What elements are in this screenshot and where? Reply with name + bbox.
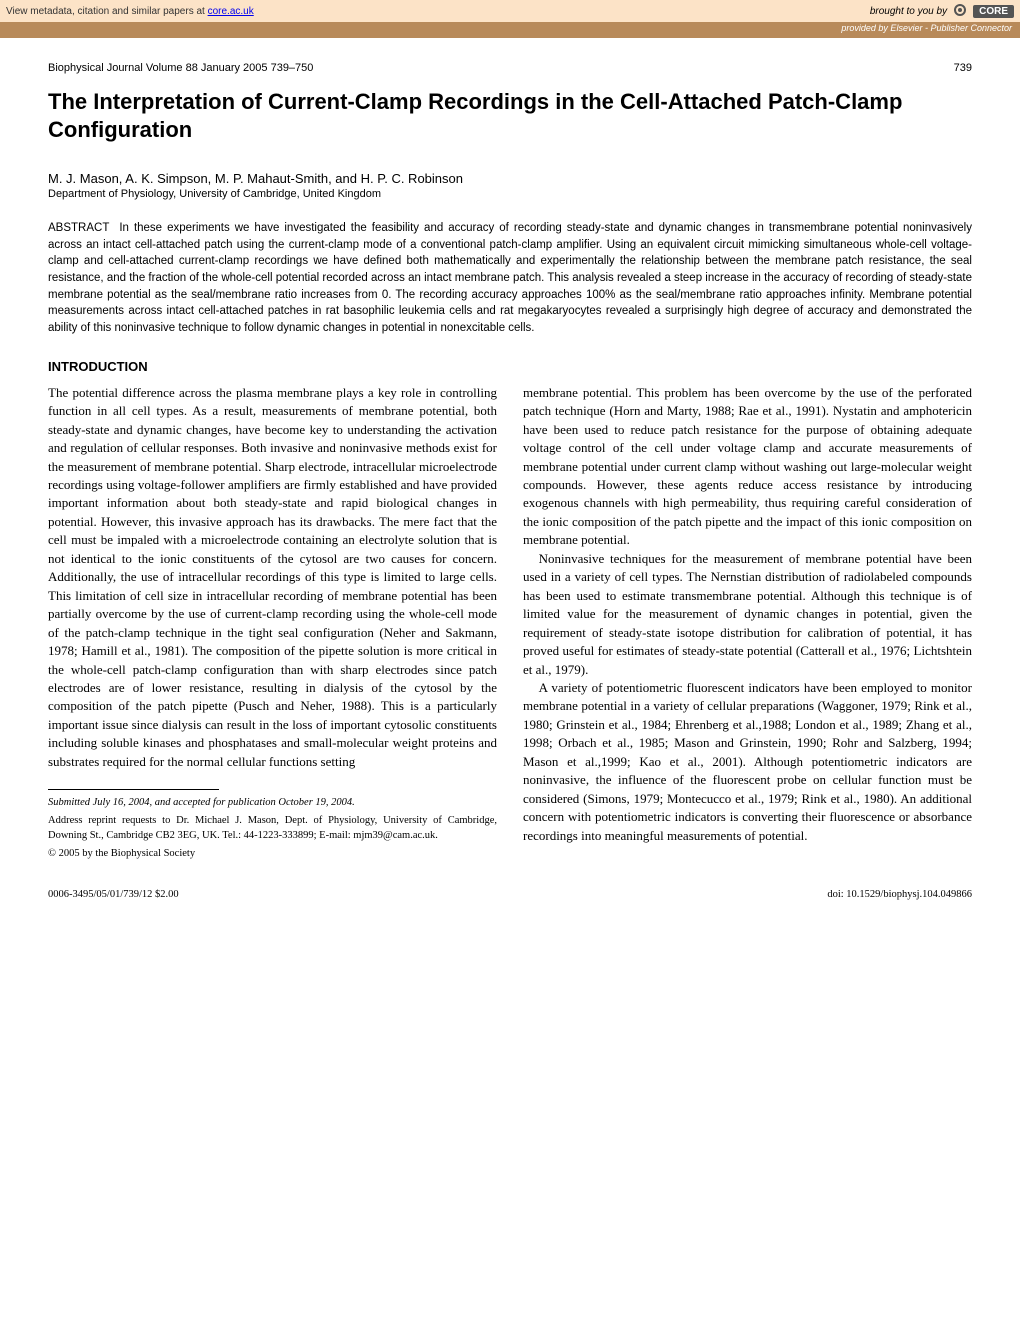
core-logo[interactable]: CORE — [973, 5, 1014, 18]
introduction-heading: INTRODUCTION — [48, 359, 972, 374]
body-p4: A variety of potentiometric fluorescent … — [523, 679, 972, 845]
footer-block: Submitted July 16, 2004, and accepted fo… — [48, 789, 497, 861]
issn-line: 0006-3495/05/01/739/12 $2.00 — [48, 889, 179, 900]
core-icon — [953, 3, 967, 20]
journal-citation: Biophysical Journal Volume 88 January 20… — [48, 62, 313, 74]
core-link[interactable]: core.ac.uk — [208, 6, 254, 17]
banner-right: brought to you by CORE — [870, 3, 1014, 20]
banner-left-prefix: View metadata, citation and similar pape… — [6, 6, 208, 17]
body-columns: The potential difference across the plas… — [48, 384, 972, 861]
article-title: The Interpretation of Current-Clamp Reco… — [48, 88, 972, 143]
page-content: Biophysical Journal Volume 88 January 20… — [0, 38, 1020, 885]
reprint-line: Address reprint requests to Dr. Michael … — [48, 814, 497, 842]
body-p1: The potential difference across the plas… — [48, 384, 497, 772]
provider-banner: provided by Elsevier - Publisher Connect… — [0, 22, 1020, 38]
doi-line: doi: 10.1529/biophysj.104.049866 — [827, 889, 972, 900]
page-number: 739 — [954, 62, 972, 74]
bottom-line: 0006-3495/05/01/739/12 $2.00 doi: 10.152… — [0, 889, 1020, 924]
footer-rule — [48, 789, 219, 790]
abstract-label: ABSTRACT — [48, 222, 109, 234]
abstract: ABSTRACTIn these experiments we have inv… — [48, 220, 972, 337]
body-p2: membrane potential. This problem has bee… — [523, 384, 972, 550]
body-p3: Noninvasive techniques for the measureme… — [523, 550, 972, 679]
brought-to-you: brought to you by — [870, 6, 947, 17]
authors: M. J. Mason, A. K. Simpson, M. P. Mahaut… — [48, 171, 972, 186]
banner-left: View metadata, citation and similar pape… — [6, 6, 254, 17]
affiliation: Department of Physiology, University of … — [48, 188, 972, 200]
provider-text: provided by Elsevier - Publisher Connect… — [841, 23, 1012, 33]
abstract-body: In these experiments we have investigate… — [48, 222, 972, 334]
copyright-line: © 2005 by the Biophysical Society — [48, 847, 497, 861]
journal-header: Biophysical Journal Volume 88 January 20… — [48, 62, 972, 74]
metadata-banner: View metadata, citation and similar pape… — [0, 0, 1020, 22]
submitted-line: Submitted July 16, 2004, and accepted fo… — [48, 796, 497, 810]
